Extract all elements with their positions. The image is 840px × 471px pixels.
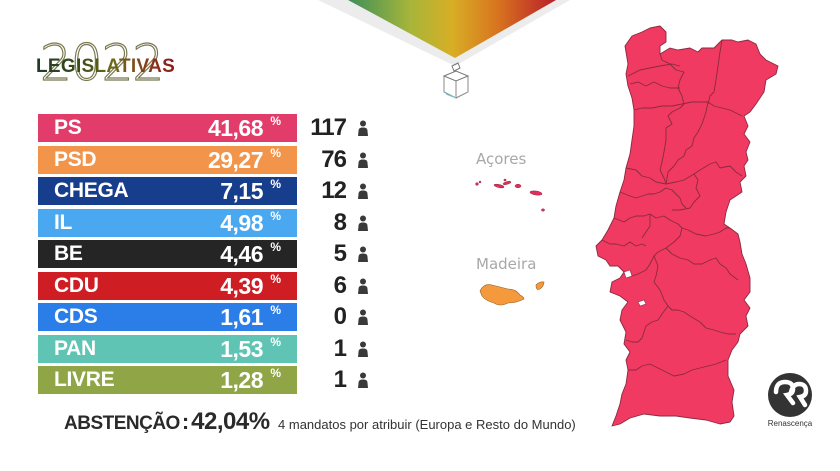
party-percent: 4,46 [220,241,263,267]
abstention-summary: ABSTENÇÃO:42,04% 4 mandatos por atribuir… [64,408,576,438]
ballot-box-icon [442,62,470,99]
islands-map [475,178,545,306]
logo-year: 2022 [39,35,164,90]
party-name: BE [54,242,83,265]
mainland-outline [595,25,779,427]
brand-name: Renascença [767,419,813,428]
seat-count-cds: 0 [333,303,347,330]
party-bar-il: IL 4,98 % [38,208,297,237]
party-bar-chega: CHEGA 7,15 % [38,177,297,205]
party-bar-psd: PSD 29,27 % [38,145,297,174]
seat-count-be: 5 [333,240,347,267]
tagus-estuary [623,269,633,279]
party-name: CDU [54,273,99,297]
percent-sign: % [270,271,281,286]
seat-count-il: 8 [333,208,347,236]
percent-sign: % [270,334,281,349]
person-icon [358,120,368,136]
person-icon [358,246,368,262]
party-percent: 1,28 [220,367,263,393]
person-icon [358,278,368,294]
abstention-colon: : [181,409,190,434]
percent-sign: % [270,208,281,223]
percent-sign: % [270,366,281,380]
percent-sign: % [270,177,281,191]
madeira-label: Madeira [476,255,537,273]
renascenca-logo: Renascença [765,372,815,432]
percent-sign: % [270,240,281,254]
district-borders [601,39,743,377]
abstention-value: 42,04% [191,408,270,435]
legislativas-2022-logo: 2022 LEGISLATIVAS [36,35,176,96]
party-name: CHEGA [54,179,129,202]
abstention-label: ABSTENÇÃO [64,413,180,434]
person-icon [358,152,368,168]
party-percent: 4,39 [220,272,263,299]
party-bar-cdu: CDU 4,39 % [38,271,297,300]
seat-count-psd: 76 [321,145,347,173]
gradient-triangle-decoration [318,0,570,66]
person-icon [358,215,368,231]
azores-islands [475,178,545,212]
person-icon [358,372,368,388]
party-percent: 29,27 [207,146,264,173]
party-percent: 41,68 [207,115,264,141]
sado-estuary [637,299,647,307]
party-name: LIVRE [54,368,115,391]
party-percent: 1,61 [220,304,263,330]
party-bar-ps: PS 41,68 % [38,114,297,142]
madeira-islands [479,281,545,306]
party-bar-livre: LIVRE 1,28 % [38,366,297,394]
person-icon [358,309,368,325]
person-icon [358,341,368,357]
azores-label: Açores [476,150,527,168]
seat-count-chega: 12 [321,177,347,204]
unassigned-seats-note: 4 mandatos por atribuir (Europa e Resto … [278,417,576,432]
party-percent: 4,98 [220,209,263,236]
party-bar-pan: PAN 1,53 % [38,334,297,363]
party-name: PAN [54,336,96,360]
party-percent: 7,15 [220,178,263,204]
party-name: IL [54,210,73,234]
party-name: PS [54,116,82,139]
party-bar-cds: CDS 1,61 % [38,303,297,331]
percent-sign: % [270,303,281,317]
seat-count-pan: 1 [333,334,347,362]
seat-count-livre: 1 [333,366,347,393]
seat-count-ps: 117 [310,114,347,141]
person-icon [358,183,368,199]
portugal-mainland-map [595,25,779,427]
seat-count-cdu: 6 [333,271,347,299]
rr-logo-icon [768,373,812,417]
logo-title: LEGISLATIVAS [36,56,176,77]
party-percent: 1,53 [220,335,263,362]
party-bar-be: BE 4,46 % [38,240,297,268]
party-name: PSD [54,147,97,171]
percent-sign: % [270,145,281,160]
percent-sign: % [270,114,281,128]
party-name: CDS [54,305,98,328]
